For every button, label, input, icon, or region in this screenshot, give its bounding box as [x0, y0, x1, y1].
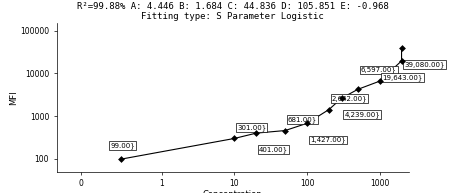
X-axis label: Concentration: Concentration [203, 190, 262, 193]
Y-axis label: MFI: MFI [10, 90, 19, 105]
Point [376, 80, 383, 83]
Text: 39,080.00}: 39,080.00} [405, 61, 445, 68]
Text: 1,427.00}: 1,427.00} [310, 137, 345, 143]
Point [354, 88, 361, 91]
Point [118, 157, 125, 161]
Text: 681.00}: 681.00} [288, 116, 317, 123]
Text: 4,239.00}: 4,239.00} [345, 111, 380, 118]
Point [338, 96, 345, 100]
Text: 99.00}: 99.00} [110, 142, 135, 149]
Point [398, 47, 405, 50]
Text: 6,597.00}: 6,597.00} [360, 67, 396, 73]
Point [325, 108, 332, 111]
Point [281, 129, 289, 132]
Text: 2,642.00}: 2,642.00} [332, 95, 367, 102]
Title: R²=99.88% A: 4.446 B: 1.684 C: 44.836 D: 105.851 E: -0.968
Fitting type: S Param: R²=99.88% A: 4.446 B: 1.684 C: 44.836 D:… [77, 2, 389, 21]
Text: 19,643.00}: 19,643.00} [382, 74, 423, 81]
Text: 301.00}: 301.00} [237, 124, 266, 131]
Point [252, 132, 260, 135]
Text: 401.00}: 401.00} [259, 146, 288, 153]
Point [398, 59, 405, 63]
Point [303, 122, 311, 125]
Point [231, 137, 238, 140]
